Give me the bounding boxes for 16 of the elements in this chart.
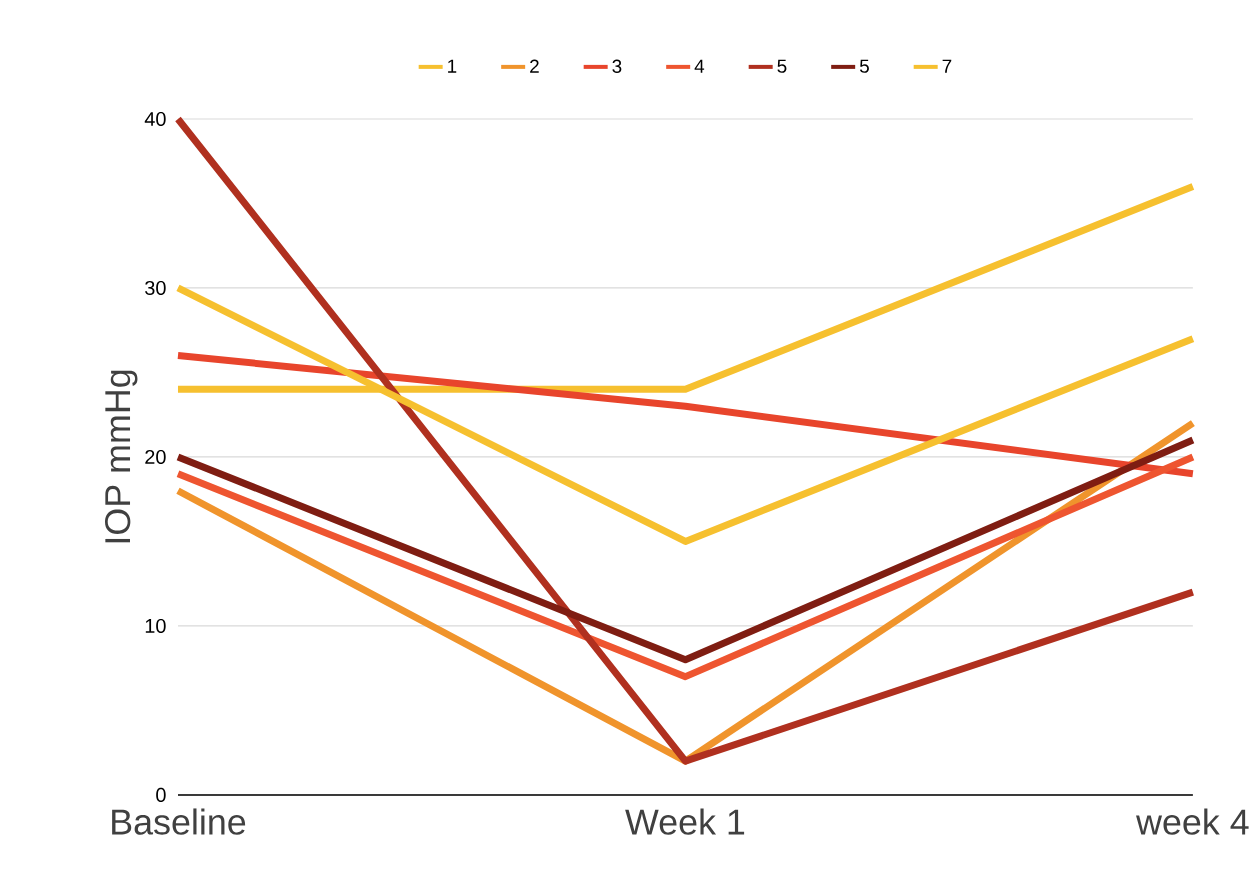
legend-label: 4 <box>694 59 705 73</box>
x-tick-label: Baseline <box>112 808 246 835</box>
y-tick-label: 30 <box>145 280 166 296</box>
x-tick-label: week 4 <box>1136 808 1249 835</box>
y-tick-label: 20 <box>145 449 166 465</box>
legend-label: 7 <box>942 59 952 73</box>
legend-label: 5 <box>859 59 869 73</box>
legend-label: 5 <box>777 59 787 73</box>
y-tick-label: 40 <box>144 111 166 127</box>
legend-label: 3 <box>612 59 622 73</box>
y-tick-label: 0 <box>156 787 166 803</box>
y-tick-label: 10 <box>145 618 166 634</box>
legend-label: 2 <box>530 59 539 73</box>
x-tick-label: Week 1 <box>625 808 745 835</box>
legend-label: 1 <box>448 59 457 73</box>
y-axis-title: IOP mmHg <box>104 370 138 543</box>
